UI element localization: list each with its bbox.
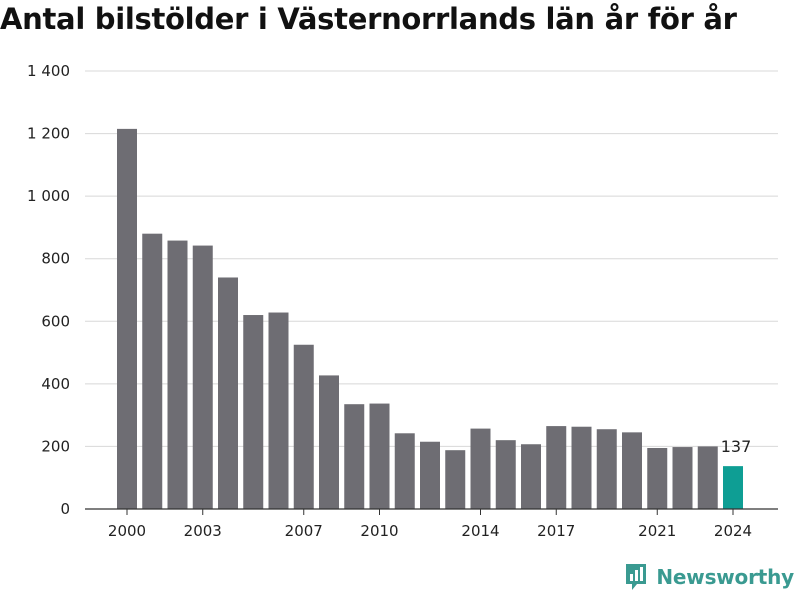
bar-2013 [445, 450, 466, 509]
x-tick-label: 2021 [638, 522, 676, 540]
x-tick-label: 2017 [537, 522, 575, 540]
x-axis-tick-labels: 2000 2003 2007 2010 2014 2017 2021 2024 [108, 522, 752, 540]
data-labels: 137 [721, 437, 752, 456]
x-tick-label: 2014 [461, 522, 499, 540]
bar-2015 [495, 440, 516, 509]
y-tick-label: 200 [41, 437, 70, 455]
bars [117, 128, 743, 509]
gridlines [85, 70, 778, 447]
bar-2011 [394, 433, 415, 509]
chart-title: Antal bilstölder i Västernorrlands län å… [0, 2, 737, 36]
bar-2012 [420, 441, 440, 509]
brand-logo: Newsworthy [624, 562, 794, 592]
bar-2024 [723, 466, 743, 509]
bar-2019 [596, 429, 617, 509]
y-tick-label: 1 200 [27, 125, 70, 143]
y-tick-label: 1 000 [27, 187, 70, 205]
bar-2010 [369, 403, 390, 509]
x-tick-label: 2010 [360, 522, 398, 540]
bar-2021 [647, 447, 668, 509]
bar-chart-logo-icon [626, 564, 647, 590]
bar-2022 [672, 447, 693, 509]
brand-name: Newsworthy [656, 565, 794, 589]
bar-2008 [319, 375, 339, 509]
x-axis [85, 508, 778, 515]
x-tick-label: 2000 [108, 522, 146, 540]
y-tick-label: 1 400 [27, 62, 70, 80]
bar-2017 [546, 426, 567, 509]
bar-2006 [268, 312, 289, 509]
y-tick-label: 0 [60, 500, 70, 518]
bar-2001 [142, 233, 163, 509]
bar-2009 [344, 404, 365, 509]
x-tick-label: 2003 [184, 522, 222, 540]
bar-2000 [117, 128, 137, 509]
bar-2014 [470, 428, 491, 509]
y-axis-tick-labels: 0 200 400 600 800 1 000 1 200 1 400 [27, 62, 70, 518]
y-tick-label: 400 [41, 375, 70, 393]
bar-2020 [622, 432, 642, 509]
y-tick-label: 600 [41, 312, 70, 330]
y-tick-label: 800 [41, 250, 70, 268]
data-label-highlight: 137 [721, 437, 752, 456]
bar-2018 [571, 426, 592, 509]
bar-2002 [167, 240, 188, 509]
bar-2004 [218, 277, 238, 509]
bar-2003 [192, 245, 213, 509]
bar-2023 [697, 446, 718, 509]
bar-2016 [521, 444, 541, 509]
bar-2007 [293, 344, 314, 509]
bar-2005 [243, 315, 264, 509]
x-tick-label: 2024 [714, 522, 752, 540]
x-tick-label: 2007 [285, 522, 323, 540]
